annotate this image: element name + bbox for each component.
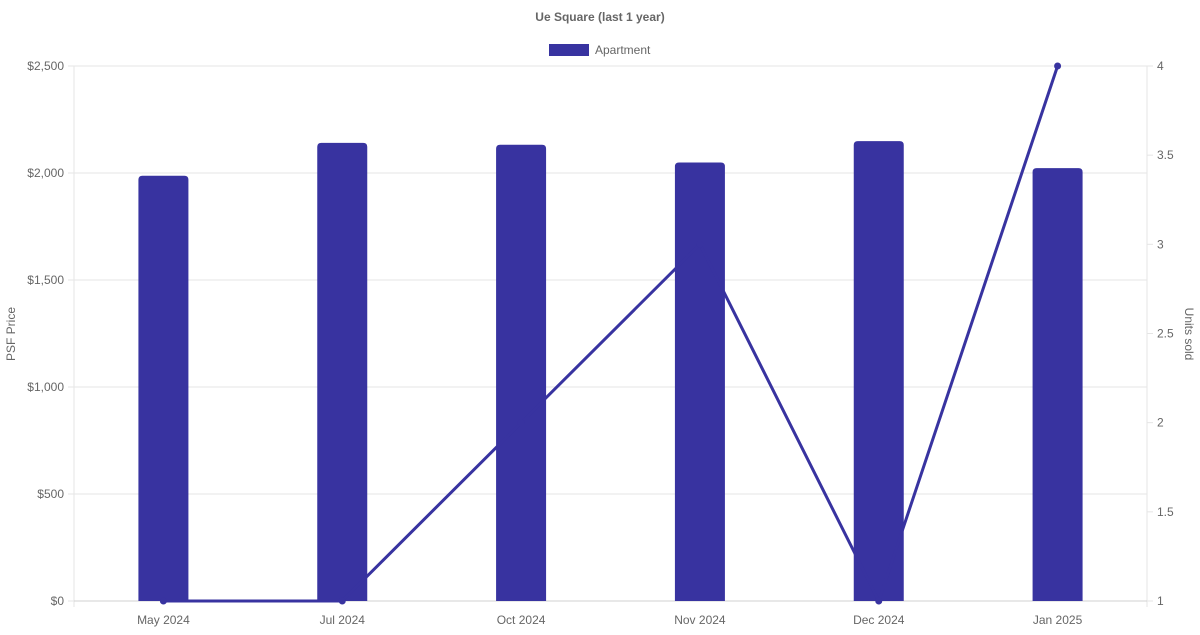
x-tick-label: Jul 2024 bbox=[320, 613, 366, 627]
units-sold-point[interactable] bbox=[517, 419, 525, 427]
legend-swatch-apartment bbox=[549, 44, 589, 56]
bar-apartment[interactable] bbox=[496, 144, 547, 601]
y-tick-label: $1,000 bbox=[27, 380, 64, 394]
y-axis-label: PSF Price bbox=[4, 307, 18, 361]
legend[interactable]: Apartment bbox=[549, 43, 651, 57]
chart-title: Ue Square (last 1 year) bbox=[535, 10, 664, 24]
y-tick-label: $0 bbox=[51, 594, 65, 608]
y-tick-label: $1,500 bbox=[27, 273, 64, 287]
y2-tick-label: 2 bbox=[1157, 416, 1164, 430]
x-tick-label: Dec 2024 bbox=[853, 613, 905, 627]
bar-apartment[interactable] bbox=[138, 175, 189, 602]
x-tick-label: May 2024 bbox=[137, 613, 190, 627]
y2-tick-label: 1 bbox=[1157, 594, 1164, 608]
bar-apartment[interactable] bbox=[853, 141, 904, 601]
bar-apartment[interactable] bbox=[1032, 168, 1083, 601]
y-tick-label: $2,500 bbox=[27, 59, 64, 73]
units-sold-line bbox=[163, 65, 1060, 605]
units-sold-point[interactable] bbox=[338, 597, 346, 605]
x-tick-label: Nov 2024 bbox=[674, 613, 726, 627]
x-tick-label: Oct 2024 bbox=[497, 613, 546, 627]
legend-label-apartment: Apartment bbox=[595, 43, 651, 57]
y2-tick-label: 3.5 bbox=[1157, 148, 1174, 162]
y-tick-label: $2,000 bbox=[27, 166, 64, 180]
x-tick-label: Jan 2025 bbox=[1033, 613, 1083, 627]
y2-tick-label: 4 bbox=[1157, 59, 1164, 73]
units-sold-point[interactable] bbox=[696, 240, 704, 248]
bar-apartment[interactable] bbox=[674, 162, 725, 601]
y2-tick-label: 2.5 bbox=[1157, 327, 1174, 341]
y-tick-label: $500 bbox=[37, 487, 64, 501]
units-sold-point[interactable] bbox=[1054, 62, 1062, 70]
y2-tick-label: 3 bbox=[1157, 237, 1164, 251]
units-sold-point[interactable] bbox=[875, 597, 883, 605]
y2-tick-label: 1.5 bbox=[1157, 505, 1174, 519]
bar-apartment[interactable] bbox=[317, 142, 368, 602]
units-sold-point[interactable] bbox=[159, 597, 167, 605]
y2-axis-label: Units sold bbox=[1182, 308, 1196, 361]
